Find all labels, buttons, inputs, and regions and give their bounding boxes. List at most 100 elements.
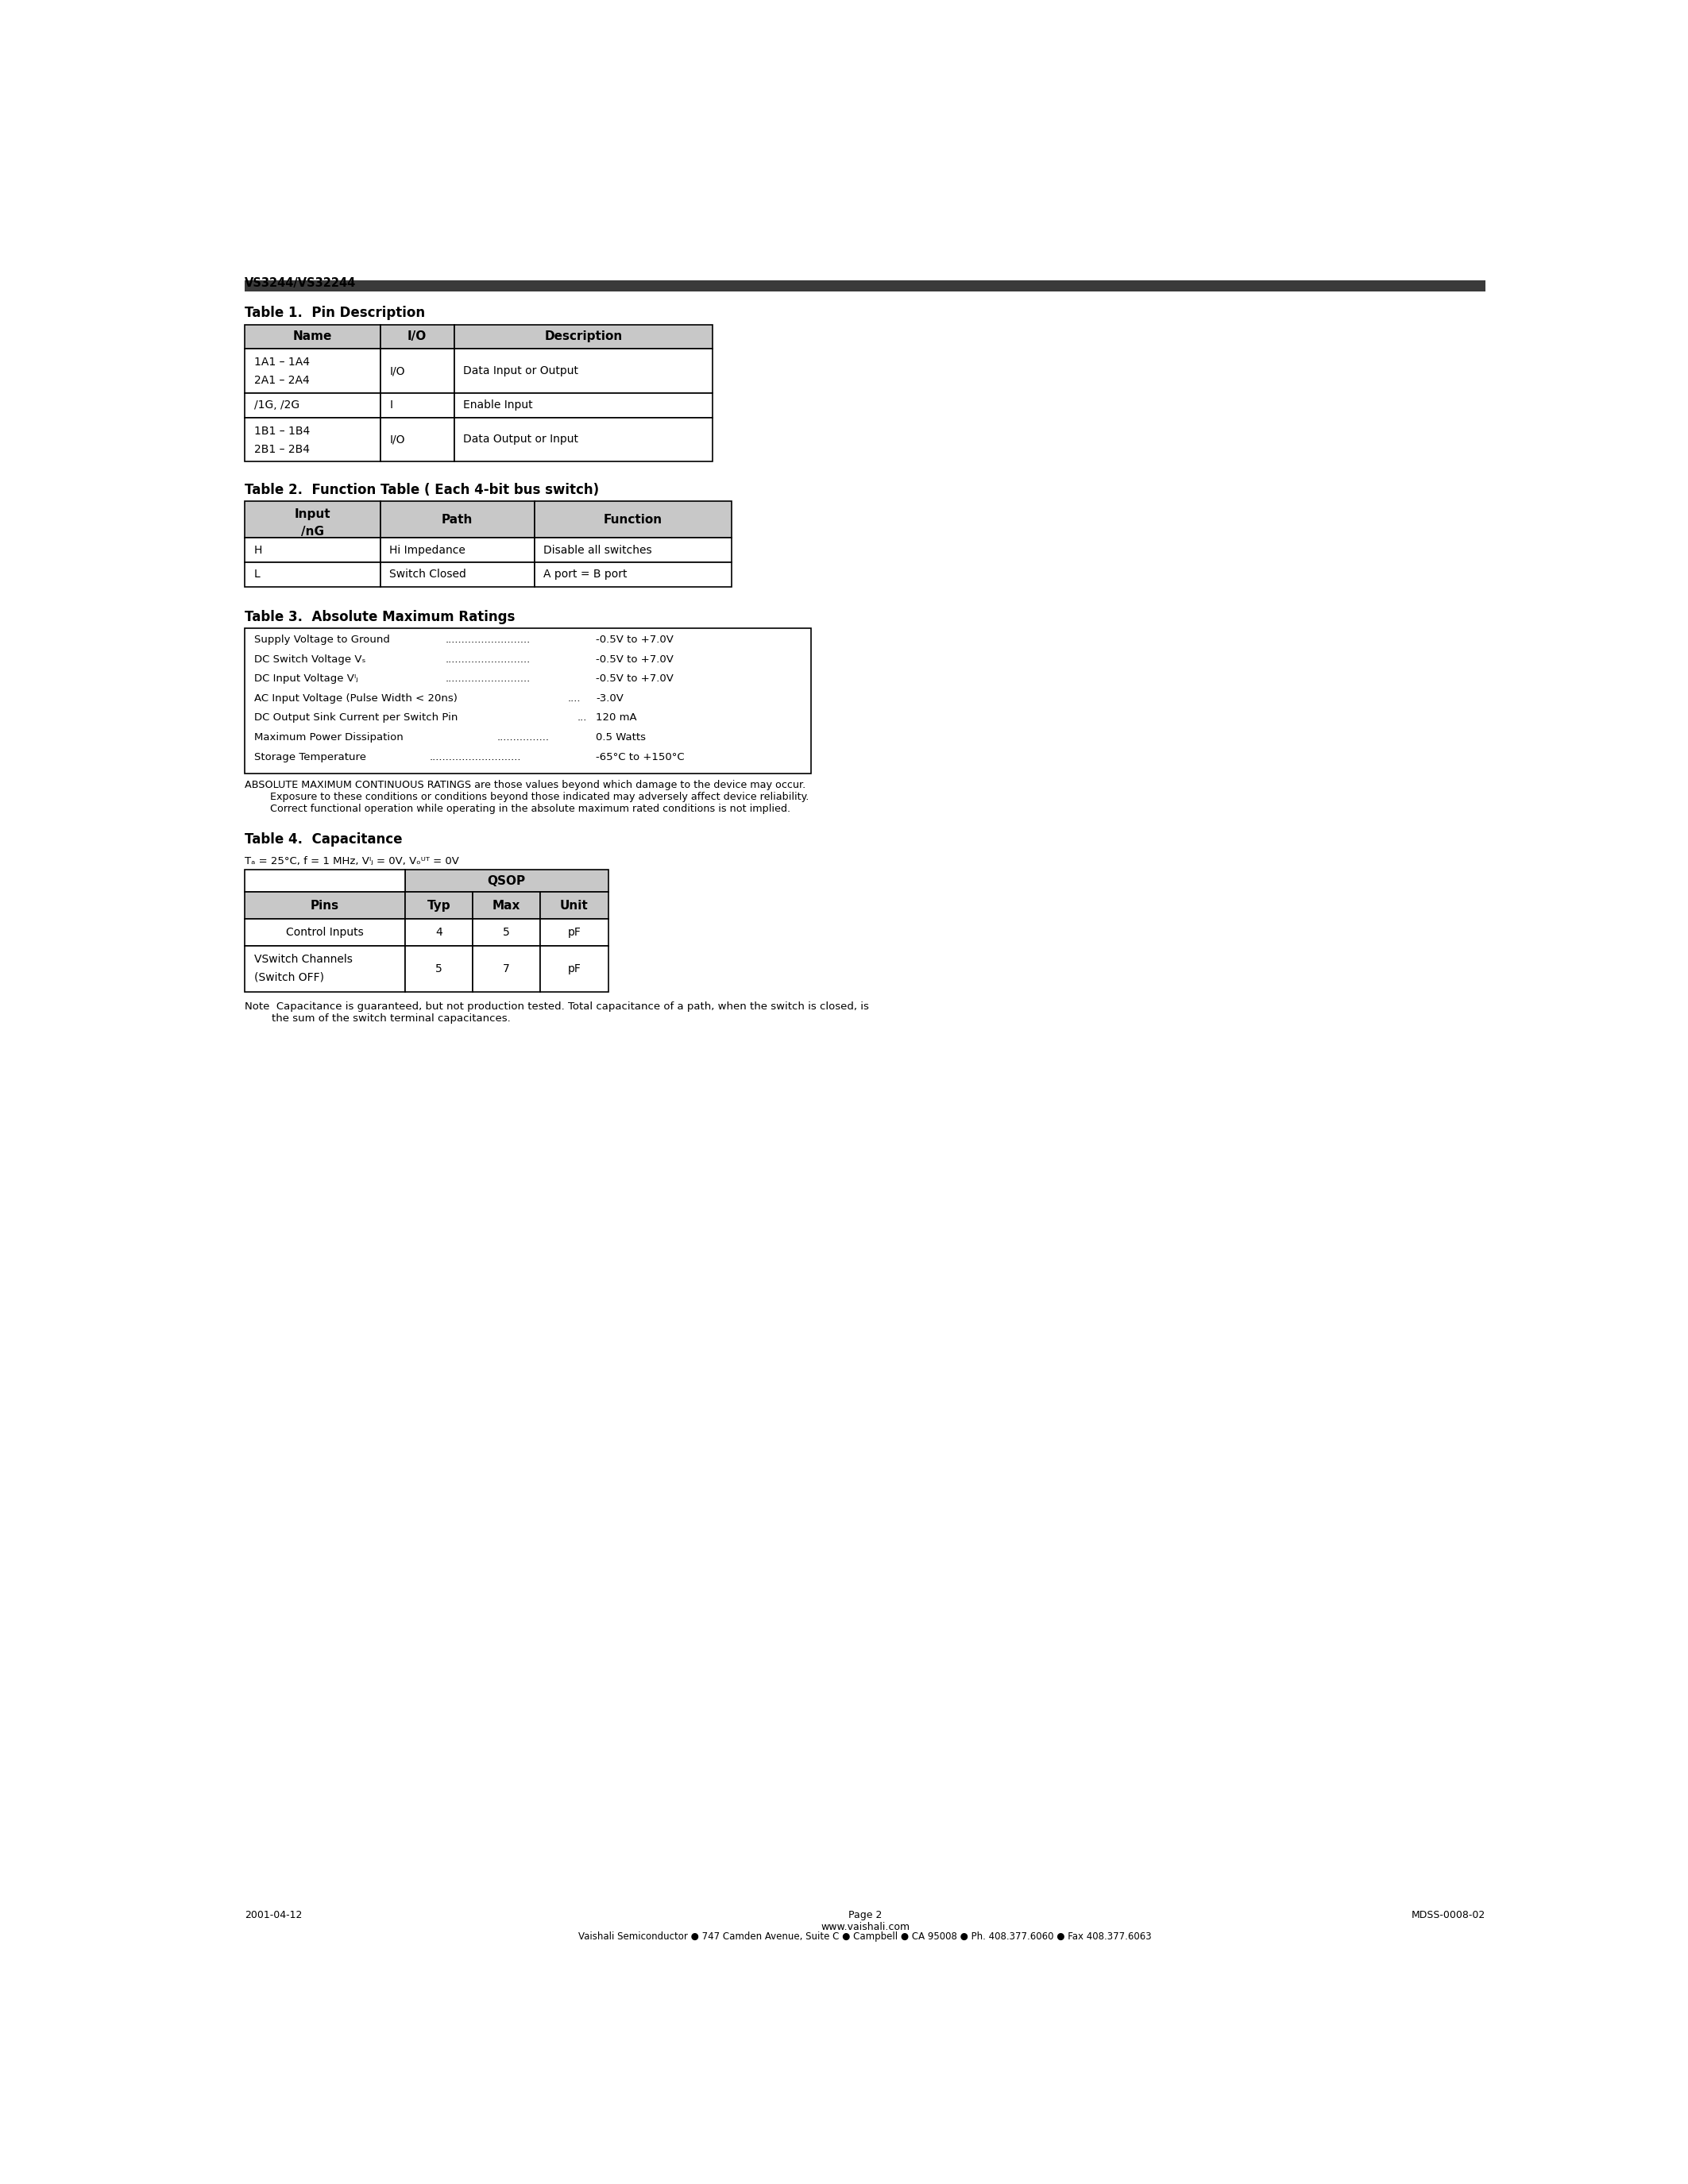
Bar [380,561,533,587]
Text: www.vaishali.com: www.vaishali.com [820,1922,910,1933]
Text: Hi Impedance: Hi Impedance [390,544,466,555]
Bar [473,946,540,992]
Bar [245,393,380,417]
Text: Table 3.  Absolute Maximum Ratings: Table 3. Absolute Maximum Ratings [245,609,515,625]
Text: -0.5V to +7.0V: -0.5V to +7.0V [596,636,674,644]
Bar [245,869,405,891]
Text: Vaishali Semiconductor ● 747 Camden Avenue, Suite C ● Campbell ● CA 95008 ● Ph. : Vaishali Semiconductor ● 747 Camden Aven… [579,1931,1151,1942]
Text: Table 2.  Function Table ( Each 4-bit bus switch): Table 2. Function Table ( Each 4-bit bus… [245,483,599,498]
Text: ..........................: .......................... [446,653,530,664]
Text: /nG: /nG [300,526,324,537]
Text: VS3244/VS32244: VS3244/VS32244 [245,277,356,288]
Text: 2A1 – 2A4: 2A1 – 2A4 [255,376,309,387]
Bar [380,417,454,461]
Bar [245,500,380,537]
Text: Note  Capacitance is guaranteed, but not production tested. Total capacitance of: Note Capacitance is guaranteed, but not … [245,1002,869,1024]
Text: Disable all switches: Disable all switches [544,544,652,555]
Bar [245,349,380,393]
Text: QSOP: QSOP [488,876,525,887]
Bar [405,919,473,946]
Text: Maximum Power Dissipation: Maximum Power Dissipation [255,732,403,743]
Text: Control Inputs: Control Inputs [285,926,363,937]
Bar [380,325,454,349]
Text: I/O: I/O [390,435,405,446]
Text: Input: Input [294,509,331,520]
Text: MDSS-0008-02: MDSS-0008-02 [1411,1911,1485,1920]
Text: 0.5 Watts: 0.5 Watts [596,732,647,743]
Text: Path: Path [442,513,473,526]
Text: DC Switch Voltage Vₛ: DC Switch Voltage Vₛ [255,653,366,664]
Text: Table 4.  Capacitance: Table 4. Capacitance [245,832,402,847]
Text: I/O: I/O [407,330,427,343]
Bar [533,537,731,561]
Bar [533,500,731,537]
Text: Max: Max [493,900,520,911]
Bar [454,417,712,461]
Text: -0.5V to +7.0V: -0.5V to +7.0V [596,673,674,684]
Text: ..........................: .......................... [446,673,530,684]
Text: I: I [390,400,393,411]
Text: Page 2: Page 2 [849,1911,881,1920]
Text: DC Input Voltage Vᴵⱼ: DC Input Voltage Vᴵⱼ [255,673,358,684]
Text: Unit: Unit [560,900,589,911]
Text: -65°C to +150°C: -65°C to +150°C [596,751,684,762]
Bar [473,919,540,946]
Text: Switch Closed: Switch Closed [390,570,466,581]
Text: 4: 4 [436,926,442,937]
Text: Pins: Pins [311,900,339,911]
Text: Tₐ = 25°C, f = 1 MHz, Vᴵⱼ = 0V, Vₒᵁᵀ = 0V: Tₐ = 25°C, f = 1 MHz, Vᴵⱼ = 0V, Vₒᵁᵀ = 0… [245,856,459,867]
Bar [245,325,380,349]
Text: ................: ................ [498,732,550,743]
Text: ............................: ............................ [429,751,522,762]
Bar [405,946,473,992]
Text: 120 mA: 120 mA [596,712,636,723]
Bar [245,919,405,946]
Bar [380,500,533,537]
Bar [540,891,608,919]
Bar [380,537,533,561]
Text: VSwitch Channels: VSwitch Channels [255,954,353,965]
Text: 5: 5 [436,963,442,974]
Text: Enable Input: Enable Input [464,400,533,411]
Text: ..........................: .......................... [446,636,530,644]
Text: ABSOLUTE MAXIMUM CONTINUOUS RATINGS are those values beyond which damage to the : ABSOLUTE MAXIMUM CONTINUOUS RATINGS are … [245,780,809,815]
Text: 1B1 – 1B4: 1B1 – 1B4 [255,426,311,437]
Text: ....: .... [569,692,581,703]
Text: pF: pF [567,926,581,937]
Text: I/O: I/O [390,365,405,376]
Bar [540,919,608,946]
Text: Table 1.  Pin Description: Table 1. Pin Description [245,306,425,321]
Text: (Switch OFF): (Switch OFF) [255,972,324,983]
Bar [245,946,405,992]
Text: 1A1 – 1A4: 1A1 – 1A4 [255,356,309,367]
Bar [454,349,712,393]
Text: pF: pF [567,963,581,974]
Text: Data Output or Input: Data Output or Input [464,435,579,446]
Bar [245,537,380,561]
Bar [405,869,608,891]
Text: AC Input Voltage (Pulse Width < 20ns): AC Input Voltage (Pulse Width < 20ns) [255,692,457,703]
Bar [473,891,540,919]
Text: Function: Function [603,513,662,526]
Bar [454,325,712,349]
Text: DC Output Sink Current per Switch Pin: DC Output Sink Current per Switch Pin [255,712,457,723]
Text: Storage Temperature: Storage Temperature [255,751,366,762]
Bar [540,946,608,992]
Bar [533,561,731,587]
Text: L: L [255,570,260,581]
Text: 5: 5 [503,926,510,937]
Text: 2001-04-12: 2001-04-12 [245,1911,302,1920]
Text: ...: ... [577,712,587,723]
Bar [245,417,380,461]
Text: Typ: Typ [427,900,451,911]
Bar [245,561,380,587]
Text: Description: Description [545,330,623,343]
Text: H: H [255,544,262,555]
Text: 7: 7 [503,963,510,974]
Bar [245,629,812,773]
Text: -3.0V: -3.0V [596,692,623,703]
Text: 2B1 – 2B4: 2B1 – 2B4 [255,443,309,454]
Text: Name: Name [294,330,333,343]
Text: /1G, /2G: /1G, /2G [255,400,299,411]
Text: A port = B port: A port = B port [544,570,628,581]
